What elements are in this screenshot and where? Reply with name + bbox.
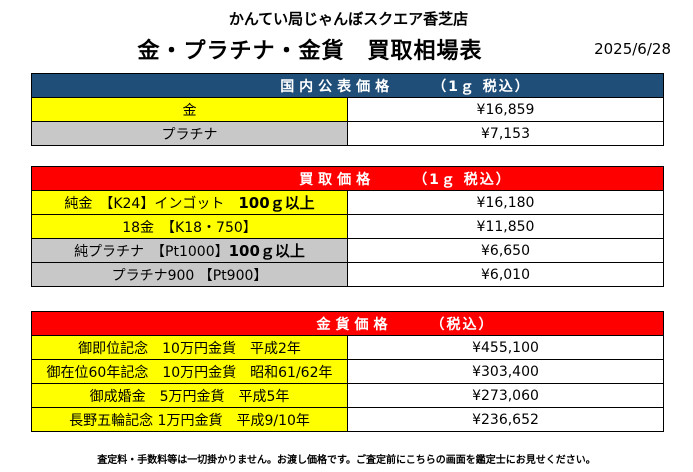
item-name: 金 xyxy=(31,97,348,122)
sheet-date: 2025/6/28 xyxy=(594,40,671,58)
item-name: 18金 【K18・750】 xyxy=(31,214,348,239)
item-price: ¥7,153 xyxy=(347,121,664,146)
item-price: ¥273,060 xyxy=(347,383,664,408)
item-price: ¥16,859 xyxy=(347,97,664,122)
table-row: 御即位記念 10万円金貨 平成2年 ¥455,100 xyxy=(31,335,664,360)
purchase-price-header: 買取価格 （1ｇ 税込） xyxy=(31,166,664,191)
item-price: ¥303,400 xyxy=(347,359,664,384)
table-row: プラチナ ¥7,153 xyxy=(31,121,664,146)
item-name: 純金 【K24】インゴット xyxy=(64,196,239,212)
item-note: 100ｇ以上 xyxy=(238,194,315,212)
item-price: ¥6,010 xyxy=(347,262,664,287)
item-name: 御成婚金 5万円金貨 平成5年 xyxy=(31,383,348,408)
domestic-price-header: 国内公表価格 （1ｇ 税込） xyxy=(31,73,664,98)
table-row: 御在位60年記念 10万円金貨 昭和61/62年 ¥303,400 xyxy=(31,359,664,384)
domestic-price-table: 国内公表価格 （1ｇ 税込） 金 ¥16,859 プラチナ ¥7,153 xyxy=(31,73,664,146)
item-name: プラチナ xyxy=(31,121,348,146)
item-name-cell: 純金 【K24】インゴット 100ｇ以上 xyxy=(31,190,348,215)
purchase-price-table: 買取価格 （1ｇ 税込） 純金 【K24】インゴット 100ｇ以上 ¥16,180… xyxy=(31,166,664,287)
purchase-price-unit: （1ｇ 税込） xyxy=(413,171,512,188)
coin-price-table: 金貨価格 （税込） 御即位記念 10万円金貨 平成2年 ¥455,100 御在位6… xyxy=(31,311,664,432)
coin-price-unit: （税込） xyxy=(430,316,495,333)
item-price: ¥6,650 xyxy=(347,238,664,263)
item-note: 100ｇ以上 xyxy=(228,242,305,260)
coin-price-header: 金貨価格 （税込） xyxy=(31,311,664,336)
store-name: かんてい局じゃんぼスクエア香芝店 xyxy=(228,10,469,28)
domestic-price-label: 国内公表価格 xyxy=(280,78,395,95)
purchase-price-label: 買取価格 xyxy=(299,171,376,188)
table-row: 純金 【K24】インゴット 100ｇ以上 ¥16,180 xyxy=(31,190,664,215)
table-row: 御成婚金 5万円金貨 平成5年 ¥273,060 xyxy=(31,383,664,408)
item-name-cell: 純プラチナ 【Pt1000】100ｇ以上 xyxy=(31,238,348,263)
domestic-price-unit: （1ｇ 税込） xyxy=(432,78,531,95)
item-name: 長野五輪記念 1万円金貨 平成9/10年 xyxy=(31,407,348,432)
table-row: 長野五輪記念 1万円金貨 平成9/10年 ¥236,652 xyxy=(31,407,664,432)
item-price: ¥455,100 xyxy=(347,335,664,360)
footer-note: 査定料・手数料等は一切掛かりません。お渡し価格です。ご査定前にこちらの画面を鑑定… xyxy=(97,455,596,466)
table-row: 18金 【K18・750】 ¥11,850 xyxy=(31,214,664,239)
table-row: 金 ¥16,859 xyxy=(31,97,664,122)
coin-price-label: 金貨価格 xyxy=(316,316,393,333)
sheet-title: 金・プラチナ・金貨 買取相場表 xyxy=(137,39,483,64)
table-row: 純プラチナ 【Pt1000】100ｇ以上 ¥6,650 xyxy=(31,238,664,263)
item-name: 御在位60年記念 10万円金貨 昭和61/62年 xyxy=(31,359,348,384)
item-name: プラチナ900 【Pt900】 xyxy=(31,262,348,287)
table-row: プラチナ900 【Pt900】 ¥6,010 xyxy=(31,262,664,287)
item-price: ¥11,850 xyxy=(347,214,664,239)
item-name: 御即位記念 10万円金貨 平成2年 xyxy=(31,335,348,360)
item-price: ¥16,180 xyxy=(347,190,664,215)
item-name: 純プラチナ 【Pt1000】 xyxy=(74,244,229,260)
item-price: ¥236,652 xyxy=(347,407,664,432)
